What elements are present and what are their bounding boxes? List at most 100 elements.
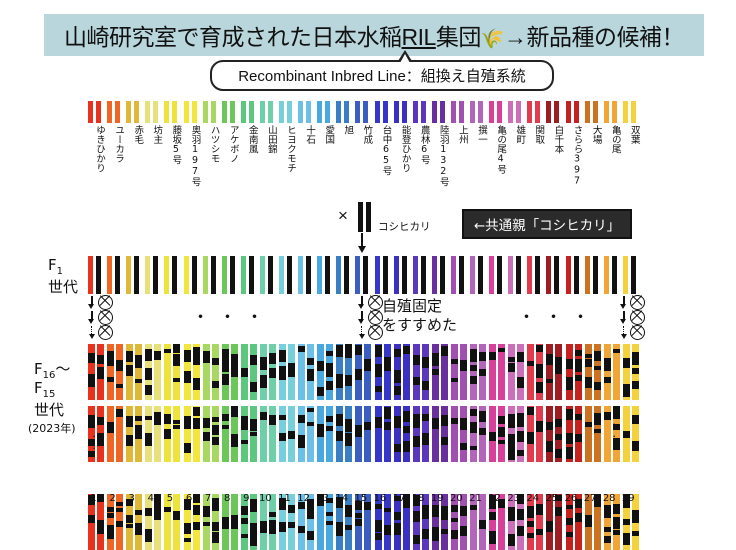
f16-chromosome <box>555 406 563 462</box>
koshihikari-segment <box>259 521 267 533</box>
koshihikari-segment <box>192 505 200 515</box>
variety-name-label: 陸羽132号 <box>437 125 449 187</box>
f16-chromosome <box>536 344 544 400</box>
koshihikari-segment <box>202 506 210 517</box>
koshihikari-segment <box>412 377 420 385</box>
koshihikari-segment <box>173 425 181 429</box>
koshihikari-segment <box>221 362 229 372</box>
koshihikari-segment <box>612 530 620 535</box>
f1-maternal-bar <box>470 256 475 294</box>
f1-maternal-bar <box>164 256 170 294</box>
f1-maternal-bar <box>508 256 514 294</box>
koshihikari-segment <box>622 494 630 508</box>
koshihikari-segment <box>603 358 611 371</box>
chromosome-index-label: 18 <box>411 493 425 504</box>
koshihikari-segment <box>298 435 306 448</box>
koshihikari-segment <box>288 363 295 377</box>
selfing-step <box>620 310 648 326</box>
koshihikari-segment <box>116 508 124 512</box>
koshihikari-segment <box>211 522 219 531</box>
koshihikari-segment <box>249 499 257 512</box>
koshihikari-segment <box>107 357 115 366</box>
koshihikari-segment <box>326 521 334 525</box>
f16-chromosome <box>584 344 592 400</box>
parent-chromosome-bar <box>603 101 609 123</box>
down-arrow-icon <box>88 311 94 324</box>
selfing-cross-icon <box>630 325 645 340</box>
parent-chromosome-bar <box>516 101 522 123</box>
f1-koshihikari-bar <box>420 256 426 294</box>
koshihikari-segment <box>402 346 410 354</box>
variety-name-label: 旭 <box>342 125 354 135</box>
chromosome-index-label: 19 <box>430 493 444 504</box>
f16-chromosome <box>546 406 554 462</box>
f16-chromosome <box>107 406 115 462</box>
koshihikari-segment <box>364 422 372 430</box>
koshihikari-segment <box>173 354 181 366</box>
koshihikari-segment <box>268 512 276 517</box>
parent-chromosome-bar <box>584 101 590 123</box>
koshihikari-segment <box>279 522 286 532</box>
f16-chromosome <box>154 344 162 400</box>
parent-chromosome-bar <box>431 101 437 123</box>
f1-koshihikari-bar <box>497 256 503 294</box>
f1-maternal-bar <box>107 256 113 294</box>
f1-koshihikari-bar <box>458 256 464 294</box>
koshihikari-segment <box>555 507 563 516</box>
koshihikari-segment <box>374 533 382 540</box>
f1-koshihikari-bar <box>344 256 350 294</box>
koshihikari-segment <box>307 511 315 519</box>
selfing-cross-icon <box>368 310 383 325</box>
koshihikari-segment <box>459 418 467 430</box>
year-label: (2023年) <box>28 422 76 435</box>
koshihikari-segment <box>555 365 563 374</box>
f16-chromosome <box>421 344 429 400</box>
koshihikari-segment <box>603 377 611 383</box>
f16-chromosome <box>631 344 639 400</box>
f15-generation-label: F15 <box>34 379 55 400</box>
koshihikari-segment <box>412 535 420 544</box>
koshihikari-segment <box>221 517 229 529</box>
variety-name-label: 撰一 <box>476 125 487 144</box>
koshihikari-segment <box>555 449 563 458</box>
f16-chromosome <box>355 344 363 400</box>
koshihikari-segment <box>383 357 391 371</box>
koshihikari-segment <box>508 414 516 428</box>
koshihikari-segment <box>336 414 344 426</box>
parent-chromosome-bar <box>126 101 132 123</box>
f1-maternal-bar <box>431 256 437 294</box>
koshihikari-segment <box>536 382 544 393</box>
selfing-step <box>358 325 386 341</box>
koshihikari-segment <box>355 369 363 380</box>
f16-chromosome <box>317 344 325 400</box>
koshihikari-segment <box>202 418 210 428</box>
f16-chromosome <box>192 406 200 462</box>
koshihikari-segment <box>383 407 391 419</box>
koshihikari-segment <box>326 363 334 377</box>
koshihikari-segment <box>421 505 429 519</box>
f16-chromosome <box>450 344 458 400</box>
koshihikari-segment <box>126 499 134 506</box>
koshihikari-segment <box>612 517 620 529</box>
koshihikari-segment <box>393 512 401 520</box>
f1-maternal-bar <box>240 256 246 294</box>
f16-chromosome <box>336 406 344 462</box>
koshihikari-segment <box>88 415 95 428</box>
koshihikari-segment <box>97 520 104 534</box>
koshihikari-segment <box>593 351 601 361</box>
koshihikari-segment <box>431 505 439 517</box>
koshihikari-segment <box>364 502 372 510</box>
banner-title: 山崎研究室で育成された日本水稲RIL集団🌾→新品種の候補！ <box>64 18 684 52</box>
f16-chromosome <box>440 406 448 462</box>
koshihikari-segment <box>612 424 620 430</box>
f16-chromosome <box>527 344 535 400</box>
ril-definition-callout: Recombinant Inbred Line：組換え自殖系統 <box>210 60 554 91</box>
koshihikari-segment <box>202 351 210 363</box>
koshihikari-segment <box>421 529 429 539</box>
parent-chromosome-bar <box>439 101 445 123</box>
koshihikari-segment <box>259 375 267 388</box>
f16-chromosome <box>479 344 486 400</box>
koshihikari-segment <box>135 416 143 421</box>
f16-chromosome <box>603 344 611 400</box>
koshihikari-segment <box>546 521 554 532</box>
